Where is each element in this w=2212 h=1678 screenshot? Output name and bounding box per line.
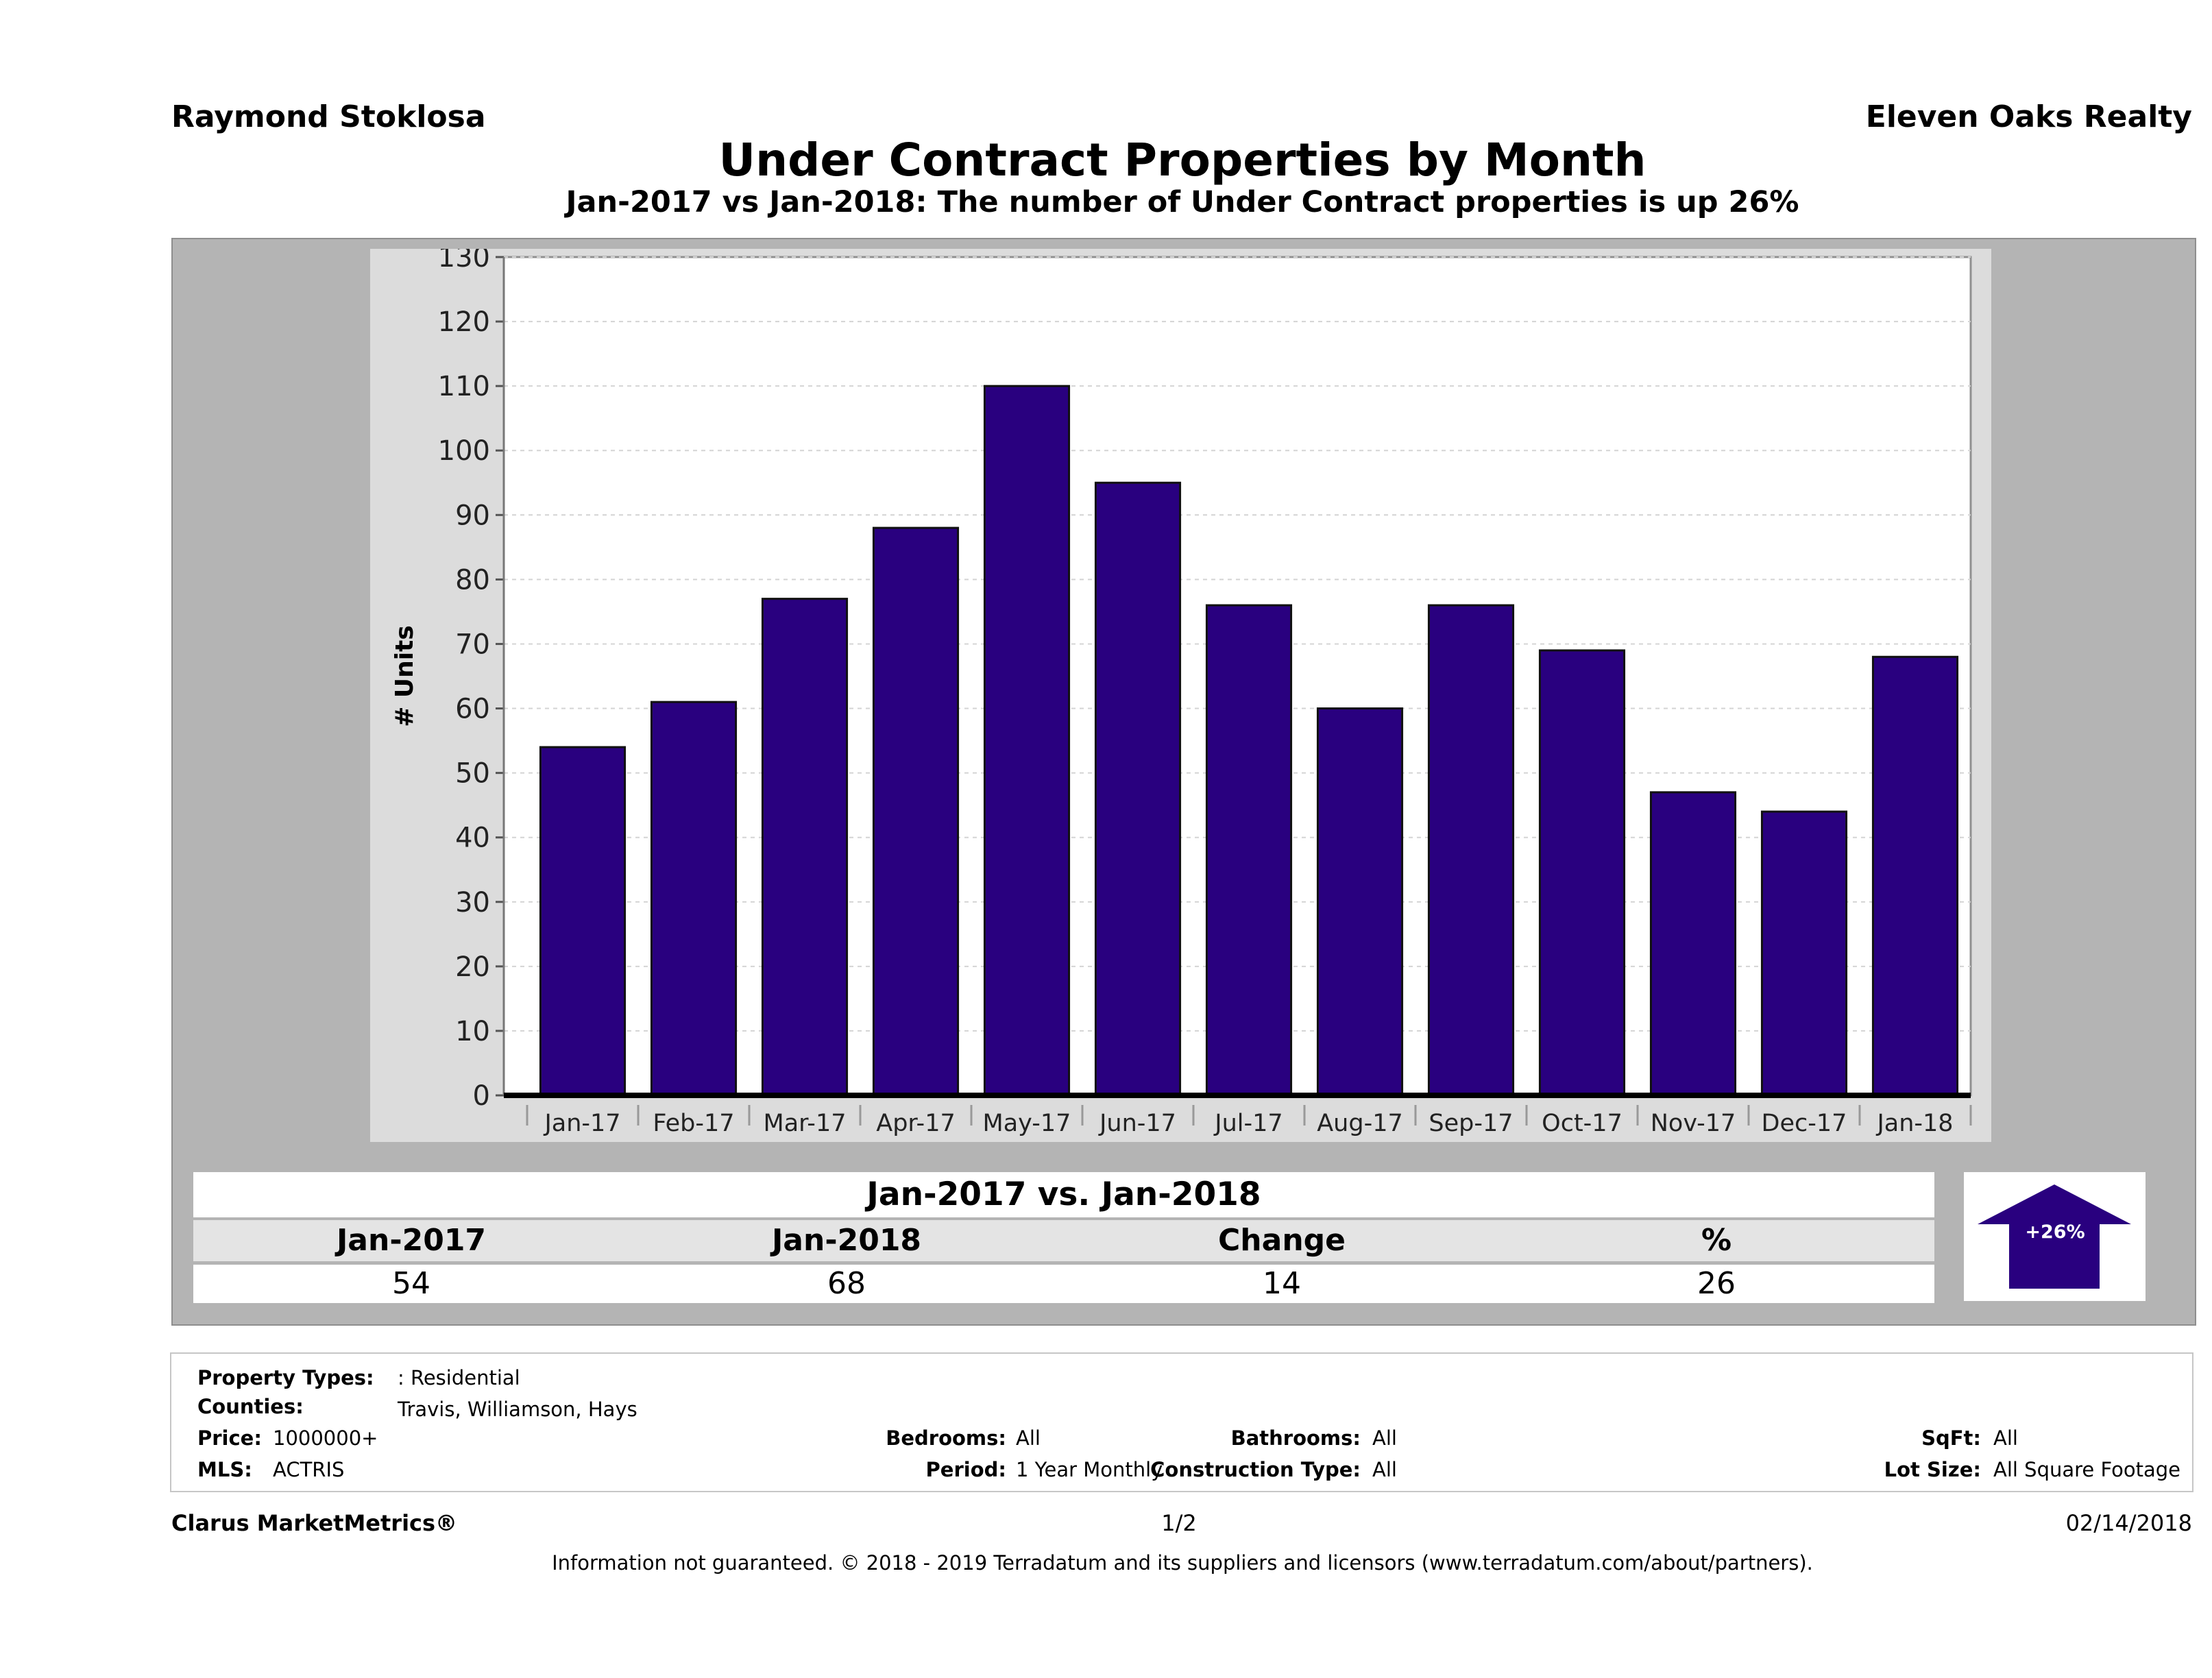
bar-oct-17 bbox=[1538, 649, 1626, 1097]
y-tick-label: 80 bbox=[455, 564, 490, 596]
x-tick-label: Aug-17 bbox=[1317, 1110, 1403, 1137]
y-tick-label: 40 bbox=[455, 823, 490, 854]
change-badge-label: +26% bbox=[2025, 1221, 2085, 1243]
bar-feb-17 bbox=[650, 701, 738, 1097]
construction-type-label: Construction Type: bbox=[1150, 1458, 1361, 1481]
column-header-jan-2018: Jan-2018 bbox=[771, 1223, 922, 1258]
x-tick-label: Jan-18 bbox=[1875, 1110, 1953, 1137]
comparison-heading-text: Jan-2017 vs. Jan-2018 bbox=[866, 1176, 1261, 1213]
bar-jun-17 bbox=[1094, 481, 1182, 1097]
product-name: Clarus MarketMetrics® bbox=[171, 1510, 458, 1536]
y-axis-label: # Units bbox=[391, 625, 419, 727]
page-number: 1/2 bbox=[1161, 1510, 1197, 1536]
period-label: Period: bbox=[925, 1458, 1006, 1481]
agent-name: Raymond Stoklosa bbox=[171, 99, 486, 134]
bar-jan-17 bbox=[539, 746, 627, 1097]
lot-size-value: All Square Footage bbox=[1993, 1458, 2181, 1481]
bar-nov-17 bbox=[1649, 791, 1737, 1097]
x-tick-label: Mar-17 bbox=[764, 1110, 847, 1137]
chart-subtitle: Jan-2017 vs Jan-2018: The number of Unde… bbox=[566, 185, 1799, 219]
y-tick-label: 30 bbox=[455, 887, 490, 919]
x-tick-label: Feb-17 bbox=[653, 1110, 734, 1137]
comparison-values: 54 68 14 26 bbox=[193, 1265, 1934, 1303]
bar-chart: 0 10 20 30 40 50 60 70 80 90 100 110 120 130 # Units Ja… bbox=[391, 249, 1972, 1137]
x-tick-label: Jul-17 bbox=[1213, 1110, 1283, 1137]
y-tick-label: 0 bbox=[473, 1080, 490, 1112]
bar-mar-17 bbox=[761, 598, 849, 1097]
lot-size-label: Lot Size: bbox=[1884, 1458, 1981, 1481]
y-tick-label: 10 bbox=[455, 1016, 490, 1047]
construction-type-value: All bbox=[1372, 1458, 1397, 1481]
y-tick-label: 130 bbox=[438, 249, 490, 273]
price-value: 1000000+ bbox=[273, 1426, 378, 1450]
comparison-columns: Jan-2017 Jan-2018 Change % bbox=[193, 1220, 1934, 1261]
y-tick-label: 110 bbox=[438, 371, 490, 402]
up-arrow-icon bbox=[1978, 1184, 2131, 1289]
column-header-percent: % bbox=[1701, 1223, 1732, 1258]
counties-label: Counties: bbox=[197, 1395, 304, 1418]
column-header-jan-2017: Jan-2017 bbox=[336, 1223, 487, 1258]
sqft-value: All bbox=[1993, 1426, 2018, 1450]
x-tick-label: Jun-17 bbox=[1098, 1110, 1176, 1137]
value-jan-2018: 68 bbox=[827, 1266, 866, 1301]
x-tick-label: Jan-17 bbox=[543, 1110, 620, 1137]
x-tick-label: Oct-17 bbox=[1542, 1110, 1622, 1137]
x-tick-label: Dec-17 bbox=[1762, 1110, 1847, 1137]
disclaimer: Information not guaranteed. © 2018 - 201… bbox=[552, 1551, 1813, 1574]
chart-title: Under Contract Properties by Month bbox=[718, 134, 1646, 186]
mls-value: ACTRIS bbox=[273, 1458, 345, 1481]
column-header-change: Change bbox=[1218, 1223, 1346, 1258]
bathrooms-label: Bathrooms: bbox=[1230, 1426, 1361, 1450]
y-tick-label: 20 bbox=[455, 951, 490, 983]
y-tick-label: 120 bbox=[438, 306, 490, 338]
bar-dec-17 bbox=[1760, 810, 1848, 1097]
x-tick-label: Apr-17 bbox=[876, 1110, 955, 1137]
brokerage-name: Eleven Oaks Realty bbox=[1865, 99, 2192, 134]
value-jan-2017: 54 bbox=[392, 1266, 430, 1301]
comparison-heading: Jan-2017 vs. Jan-2018 bbox=[193, 1172, 1934, 1217]
y-tick-label: 60 bbox=[455, 694, 490, 725]
bar-jul-17 bbox=[1205, 604, 1293, 1097]
bar-aug-17 bbox=[1316, 707, 1404, 1097]
y-tick-label: 90 bbox=[455, 500, 490, 531]
y-tick-label: 50 bbox=[455, 758, 490, 790]
x-tick-label: Sep-17 bbox=[1429, 1110, 1513, 1137]
report-date: 02/14/2018 bbox=[2065, 1510, 2192, 1536]
y-tick-label: 100 bbox=[438, 435, 490, 467]
property-types-label: Property Types: bbox=[197, 1366, 374, 1389]
property-types-value: : Residential bbox=[398, 1366, 520, 1389]
bar-jan-18 bbox=[1871, 655, 1959, 1097]
price-label: Price: bbox=[197, 1426, 262, 1450]
y-tick-label: 70 bbox=[455, 629, 490, 660]
bathrooms-value: All bbox=[1372, 1426, 1397, 1450]
bedrooms-value: All bbox=[1016, 1426, 1041, 1450]
period-value: 1 Year Monthly bbox=[1016, 1458, 1163, 1481]
bar-may-17 bbox=[983, 385, 1071, 1097]
bar-apr-17 bbox=[872, 526, 960, 1097]
bedrooms-label: Bedrooms: bbox=[886, 1426, 1006, 1450]
bar-sep-17 bbox=[1427, 604, 1515, 1097]
mls-label: MLS: bbox=[197, 1458, 252, 1481]
x-tick-label: Nov-17 bbox=[1651, 1110, 1736, 1137]
sqft-label: SqFt: bbox=[1921, 1426, 1981, 1450]
counties-value: Travis, Williamson, Hays bbox=[398, 1398, 637, 1421]
value-change: 14 bbox=[1263, 1266, 1301, 1301]
search-criteria: Property Types: : Residential Counties: … bbox=[170, 1352, 2193, 1492]
value-percent: 26 bbox=[1697, 1266, 1736, 1301]
x-tick-label: May-17 bbox=[983, 1110, 1071, 1137]
